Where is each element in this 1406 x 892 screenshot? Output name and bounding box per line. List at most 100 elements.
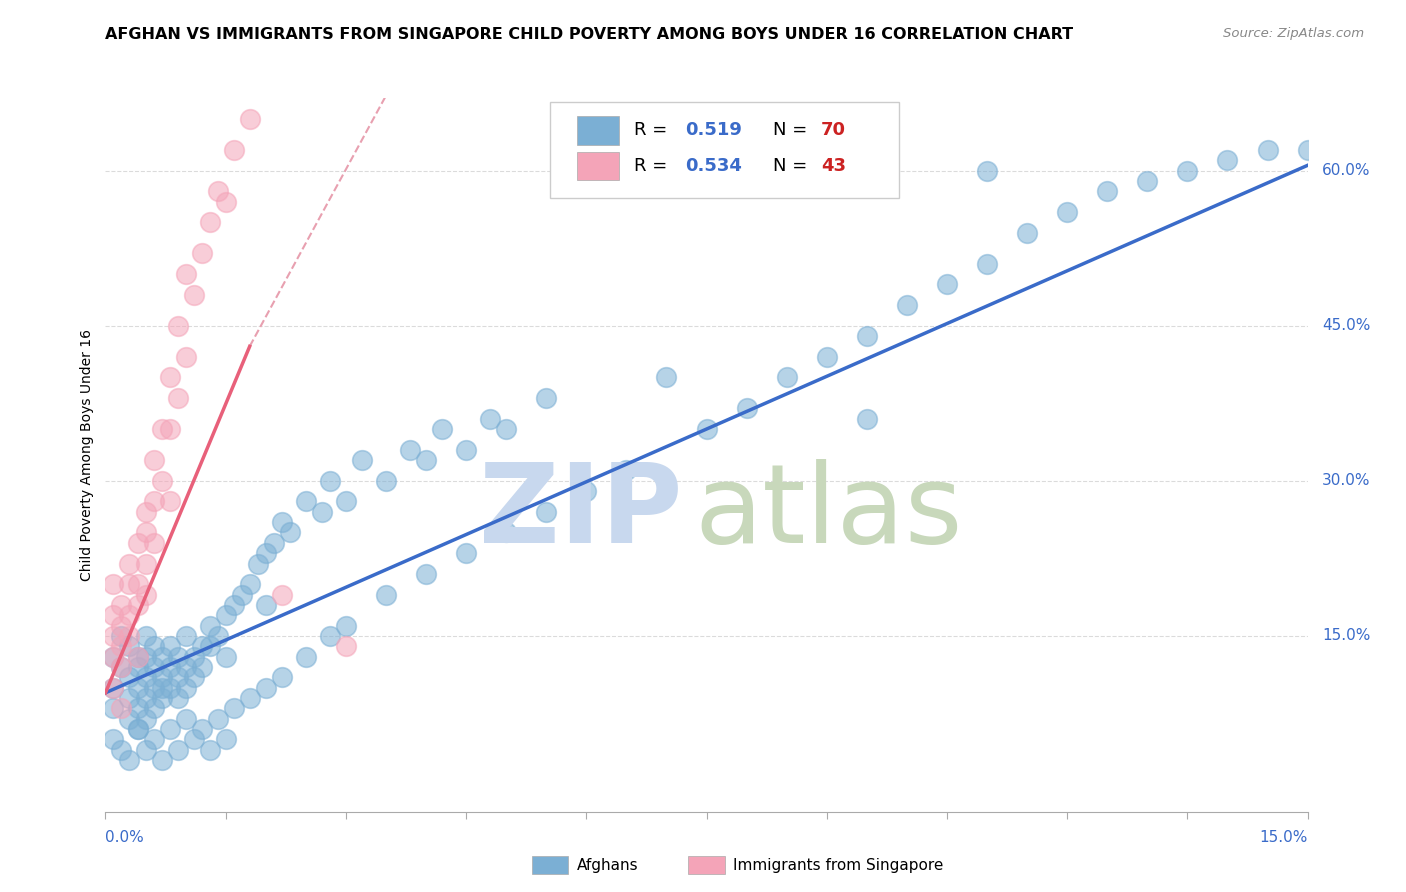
Point bbox=[855, 329, 877, 343]
Point bbox=[127, 649, 149, 664]
Point bbox=[855, 411, 877, 425]
Point bbox=[350, 453, 373, 467]
Point bbox=[103, 681, 125, 695]
Point bbox=[118, 608, 141, 623]
Point bbox=[174, 629, 197, 643]
Point bbox=[150, 670, 173, 684]
Point bbox=[118, 670, 141, 684]
Point bbox=[142, 494, 165, 508]
Point bbox=[1056, 205, 1078, 219]
Text: Immigrants from Singapore: Immigrants from Singapore bbox=[733, 858, 943, 872]
Point bbox=[239, 112, 262, 126]
Point bbox=[534, 391, 557, 405]
Text: 43: 43 bbox=[821, 157, 846, 175]
Point bbox=[110, 639, 132, 653]
Point bbox=[135, 742, 157, 756]
Point bbox=[174, 267, 197, 281]
Point bbox=[976, 257, 998, 271]
Point bbox=[118, 712, 141, 726]
Point bbox=[127, 681, 149, 695]
Point bbox=[254, 598, 277, 612]
Point bbox=[263, 536, 285, 550]
Point bbox=[150, 681, 173, 695]
Point bbox=[174, 681, 197, 695]
Point bbox=[135, 690, 157, 705]
Point bbox=[166, 649, 188, 664]
Point bbox=[335, 618, 357, 632]
Point bbox=[374, 474, 398, 488]
Point bbox=[696, 422, 718, 436]
Point bbox=[118, 690, 141, 705]
Point bbox=[103, 732, 125, 747]
Point bbox=[936, 277, 959, 292]
Point bbox=[150, 690, 173, 705]
Text: 0.519: 0.519 bbox=[685, 121, 742, 139]
Point bbox=[142, 660, 165, 674]
Text: 70: 70 bbox=[821, 121, 846, 139]
Point bbox=[270, 515, 292, 529]
Point bbox=[103, 629, 125, 643]
Point bbox=[239, 690, 262, 705]
Point bbox=[735, 401, 758, 416]
Point bbox=[1097, 184, 1119, 198]
Point bbox=[174, 660, 197, 674]
Point bbox=[166, 670, 188, 684]
Point bbox=[655, 370, 678, 384]
Point bbox=[118, 557, 141, 571]
Point bbox=[534, 505, 557, 519]
Text: AFGHAN VS IMMIGRANTS FROM SINGAPORE CHILD POVERTY AMONG BOYS UNDER 16 CORRELATIO: AFGHAN VS IMMIGRANTS FROM SINGAPORE CHIL… bbox=[105, 27, 1074, 42]
Point bbox=[135, 505, 157, 519]
Point bbox=[198, 618, 221, 632]
Point bbox=[207, 184, 229, 198]
FancyBboxPatch shape bbox=[689, 856, 724, 874]
Point bbox=[335, 494, 357, 508]
Point bbox=[1177, 163, 1199, 178]
Point bbox=[495, 525, 517, 540]
Point bbox=[183, 287, 205, 301]
Text: 60.0%: 60.0% bbox=[1322, 163, 1371, 178]
Point bbox=[198, 215, 221, 229]
Point bbox=[190, 639, 212, 653]
Point bbox=[150, 649, 173, 664]
Point bbox=[222, 701, 245, 715]
Point bbox=[374, 588, 398, 602]
Point bbox=[495, 422, 517, 436]
Point bbox=[142, 701, 165, 715]
FancyBboxPatch shape bbox=[576, 116, 619, 145]
Point bbox=[159, 722, 181, 736]
Text: N =: N = bbox=[773, 121, 813, 139]
Point bbox=[135, 525, 157, 540]
Point bbox=[166, 391, 188, 405]
Text: 30.0%: 30.0% bbox=[1322, 474, 1371, 488]
Point bbox=[150, 753, 173, 767]
Point bbox=[222, 143, 245, 157]
Point bbox=[198, 742, 221, 756]
Point bbox=[159, 422, 181, 436]
Text: R =: R = bbox=[634, 157, 673, 175]
Point bbox=[207, 712, 229, 726]
Point bbox=[110, 660, 132, 674]
Point bbox=[135, 629, 157, 643]
Point bbox=[335, 639, 357, 653]
Point bbox=[295, 494, 318, 508]
Point bbox=[270, 588, 292, 602]
Point bbox=[278, 525, 301, 540]
Point bbox=[415, 566, 437, 581]
Point bbox=[815, 350, 838, 364]
Text: 0.534: 0.534 bbox=[685, 157, 742, 175]
Point bbox=[103, 649, 125, 664]
Point bbox=[207, 629, 229, 643]
Text: 15.0%: 15.0% bbox=[1322, 628, 1371, 643]
Text: atlas: atlas bbox=[695, 458, 963, 566]
Point bbox=[270, 670, 292, 684]
Point bbox=[110, 618, 132, 632]
Point bbox=[214, 608, 236, 623]
Point bbox=[896, 298, 918, 312]
Point bbox=[1136, 174, 1159, 188]
Point bbox=[127, 722, 149, 736]
FancyBboxPatch shape bbox=[533, 856, 568, 874]
Y-axis label: Child Poverty Among Boys Under 16: Child Poverty Among Boys Under 16 bbox=[80, 329, 94, 581]
Point bbox=[183, 732, 205, 747]
Point bbox=[254, 546, 277, 560]
Point bbox=[159, 494, 181, 508]
